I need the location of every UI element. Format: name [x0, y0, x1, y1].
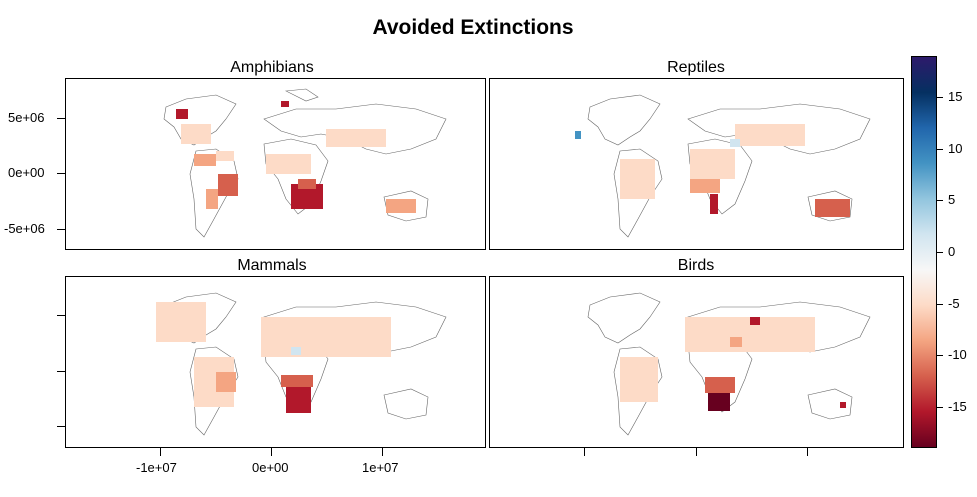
map-amphibians [163, 88, 447, 238]
x-tick-mark [382, 448, 383, 456]
x-tick-label: 1e+07 [362, 460, 399, 475]
colorbar-tick-mark [937, 200, 943, 201]
y-tick-label: -5e+06 [4, 221, 45, 236]
colorbar-tick-label: 5 [948, 192, 956, 207]
x-tick-mark [160, 448, 161, 456]
chart-title: Avoided Extinctions [372, 16, 574, 39]
colorbar-tick-mark [937, 252, 943, 253]
colorbar-tick-label: 10 [948, 141, 963, 156]
x-tick-mark [807, 448, 808, 456]
x-tick-label: 0e+00 [252, 460, 289, 475]
map-panel-amphibians [65, 78, 486, 250]
map-mammals [156, 292, 447, 436]
colorbar-tick-mark [937, 355, 943, 356]
x-tick-mark [584, 448, 585, 456]
y-tick-mark [57, 173, 65, 174]
panel-title-reptiles: Reptiles [667, 59, 725, 76]
colorbar-tick-mark [937, 149, 943, 150]
x-tick-mark [696, 448, 697, 456]
panel-title-mammals: Mammals [237, 257, 307, 274]
colorbar-tick-label: 15 [948, 89, 963, 104]
map-panel-reptiles [489, 78, 904, 250]
colorbar-tick-label: -15 [948, 399, 967, 414]
y-tick-mark [57, 229, 65, 230]
panel-title-amphibians: Amphibians [230, 59, 314, 76]
colorbar-tick-mark [937, 304, 943, 305]
y-tick-mark [57, 371, 65, 372]
y-tick-label: 5e+06 [8, 110, 45, 125]
colorbar-tick-label: -10 [948, 347, 967, 362]
y-tick-mark [57, 315, 65, 316]
y-tick-mark [57, 118, 65, 119]
colorbar-tick-label: -5 [948, 296, 960, 311]
x-tick-label: -1e+07 [136, 460, 177, 475]
colorbar-tick-label: 0 [948, 244, 956, 259]
map-birds [587, 292, 871, 436]
colorbar-tick-mark [937, 97, 943, 98]
y-tick-label: 0e+00 [8, 165, 45, 180]
colorbar [911, 56, 937, 448]
map-panel-mammals [65, 276, 486, 448]
y-tick-mark [57, 426, 65, 427]
x-tick-mark [271, 448, 272, 456]
colorbar-tick-mark [937, 407, 943, 408]
map-panel-birds [489, 276, 904, 448]
panel-title-birds: Birds [677, 257, 715, 274]
map-reptiles [575, 94, 871, 238]
